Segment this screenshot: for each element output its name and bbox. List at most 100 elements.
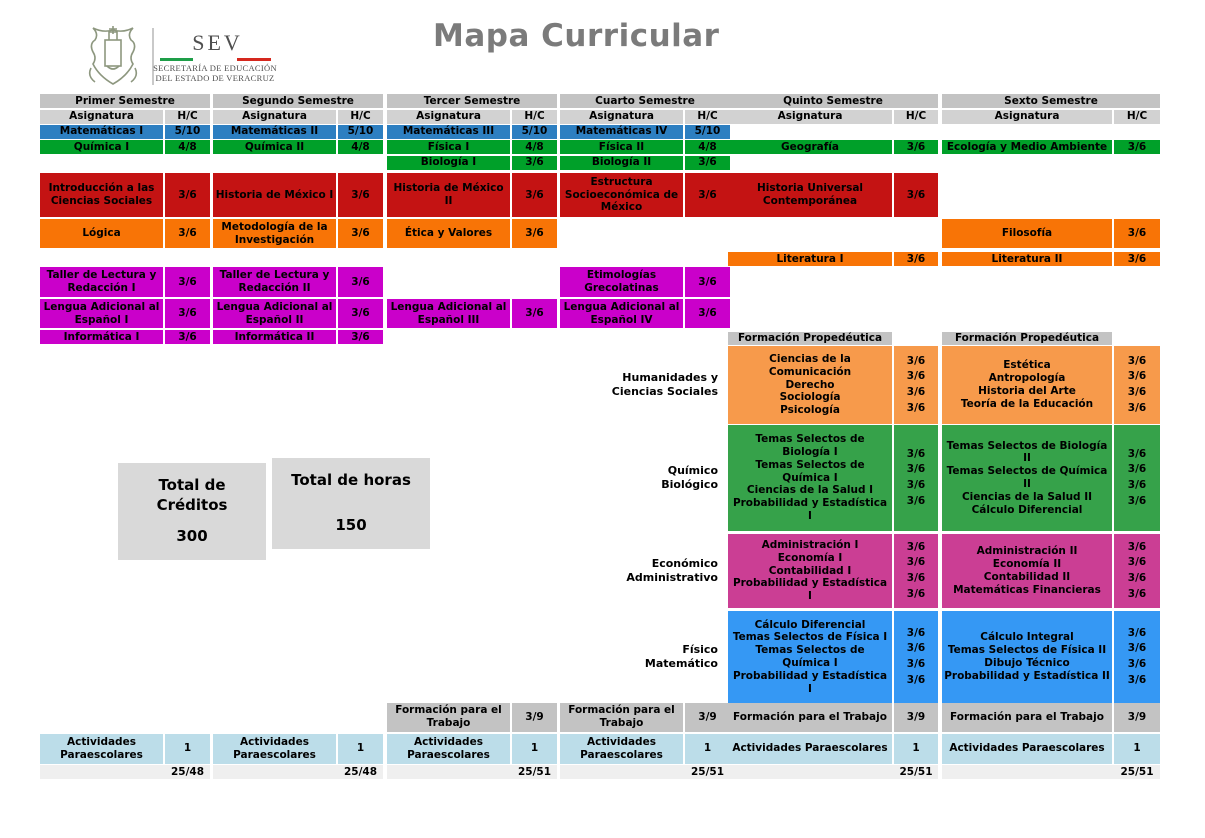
hours-cell-para-s6: 1 (1114, 733, 1160, 764)
subject-cell-math-s4: Matemáticas IV (560, 124, 683, 139)
hours-cell-philo-s6: 3/6 (1114, 219, 1160, 248)
column-header-hours-s1: H/C (165, 109, 210, 124)
subject-cell-prop1-s6: Estética Antropología Historia del Arte … (942, 346, 1112, 424)
semester-header-s3: Tercer Semestre (387, 94, 557, 108)
hours-cell-prop4-s6: 3/6 3/6 3/6 3/6 (1114, 611, 1160, 703)
subject-cell-social-s2: Historia de México I (213, 173, 336, 217)
column-header-hours-s3: H/C (512, 109, 557, 124)
subject-cell-para-s6: Actividades Paraescolares (942, 733, 1112, 764)
hours-cell-trabajo-s4: 3/9 (685, 702, 730, 732)
hours-cell-social-s5: 3/6 (894, 173, 938, 217)
subject-cell-trabajo-s3: Formación para el Trabajo (387, 702, 510, 732)
total-bar-s3 (387, 765, 557, 779)
subject-cell-sci1-s1: Química I (40, 140, 163, 154)
hours-cell-info-s2: 3/6 (338, 330, 383, 344)
subject-cell-prop2-s5: Temas Selectos de Biología I Temas Selec… (728, 425, 892, 531)
subject-cell-lengua-s3: Lengua Adicional al Español III (387, 299, 510, 328)
hours-cell-para-s1: 1 (165, 733, 210, 764)
subject-cell-taller-s1: Taller de Lectura y Redacción I (40, 267, 163, 297)
hours-cell-sci1-s6: 3/6 (1114, 140, 1160, 154)
hours-cell-trabajo-s6: 3/9 (1114, 702, 1160, 732)
hours-cell-para-s4: 1 (685, 733, 730, 764)
column-header-subject-s3: Asignatura (387, 109, 510, 124)
subject-cell-math-s2: Matemáticas II (213, 124, 336, 139)
subject-cell-trabajo-s4: Formación para el Trabajo (560, 702, 683, 732)
total-bar-s4 (560, 765, 730, 779)
semester-header-s6: Sexto Semestre (942, 94, 1160, 108)
subject-cell-taller-s4: Etimologías Grecolatinas (560, 267, 683, 297)
subject-cell-sci1-s3: Física I (387, 140, 510, 154)
subject-cell-para-s1: Actividades Paraescolares (40, 733, 163, 764)
semester-header-s2: Segundo Semestre (213, 94, 383, 108)
total-value-s5: 25/51 (899, 765, 933, 778)
hours-cell-sci1-s3: 4/8 (512, 140, 557, 154)
total-bar-s2 (213, 765, 383, 779)
hours-cell-math-s3: 5/10 (512, 124, 557, 139)
semester-header-s5: Quinto Semestre (728, 94, 938, 108)
column-header-hours-s5: H/C (894, 109, 938, 124)
hours-cell-trabajo-s3: 3/9 (512, 702, 557, 732)
veracruz-crest-icon (88, 26, 138, 85)
hours-cell-sci1-s4: 4/8 (685, 140, 730, 154)
subject-cell-taller-s2: Taller de Lectura y Redacción II (213, 267, 336, 297)
subject-cell-social-s1: Introducción a las Ciencias Sociales (40, 173, 163, 217)
subject-cell-propHeader-s5: Formación Propedéutica (728, 332, 892, 345)
hours-cell-prop1-s5: 3/6 3/6 3/6 3/6 (894, 346, 938, 424)
flag-red-line (237, 58, 271, 61)
hours-cell-taller-s2: 3/6 (338, 267, 383, 297)
hours-cell-lengua-s2: 3/6 (338, 299, 383, 328)
hours-cell-social-s2: 3/6 (338, 173, 383, 217)
total-value-s2: 25/48 (343, 765, 378, 778)
semester-header-s4: Cuarto Semestre (560, 94, 730, 108)
subject-cell-math-s1: Matemáticas I (40, 124, 163, 139)
sev-acronym: SEV (192, 30, 243, 55)
subject-cell-philo-s1: Lógica (40, 219, 163, 248)
subject-cell-para-s2: Actividades Paraescolares (213, 733, 336, 764)
subject-cell-philo-s2: Metodología de la Investigación (213, 219, 336, 248)
total-credits-value: 300 (176, 526, 208, 545)
flag-green-line (160, 58, 193, 61)
secretariat-line1: SECRETARÍA DE EDUCACIÓN (153, 63, 277, 73)
hours-cell-philo-s1: 3/6 (165, 219, 210, 248)
hours-cell-social-s1: 3/6 (165, 173, 210, 217)
hours-cell-sci1-s1: 4/8 (165, 140, 210, 154)
prop-group-label-1: Humanidades y Ciencias Sociales (611, 370, 718, 398)
column-header-hours-s4: H/C (685, 109, 730, 124)
subject-cell-para-s4: Actividades Paraescolares (560, 733, 683, 764)
hours-cell-lengua-s3: 3/6 (512, 299, 557, 328)
column-header-subject-s2: Asignatura (213, 109, 336, 124)
prop-group-label-3: Económico Administrativo (626, 556, 718, 584)
column-header-subject-s6: Asignatura (942, 109, 1112, 124)
subject-cell-social-s5: Historia Universal Contemporánea (728, 173, 892, 217)
total-value-s4: 25/51 (690, 765, 725, 778)
subject-cell-lengua-s2: Lengua Adicional al Español II (213, 299, 336, 328)
prop-group-label-4: Físico Matemático (644, 642, 718, 670)
hours-cell-math-s1: 5/10 (165, 124, 210, 139)
logo-divider (152, 28, 154, 85)
subject-cell-philo-s6: Filosofía (942, 219, 1112, 248)
total-bar-s5 (728, 765, 938, 779)
subject-cell-philo-s3: Ética y Valores (387, 219, 510, 248)
total-value-s6: 25/51 (1120, 765, 1154, 778)
semester-header-s1: Primer Semestre (40, 94, 210, 108)
hours-cell-prop2-s6: 3/6 3/6 3/6 3/6 (1114, 425, 1160, 531)
subject-cell-math-s3: Matemáticas III (387, 124, 510, 139)
subject-cell-lengua-s4: Lengua Adicional al Español IV (560, 299, 683, 328)
hours-cell-lit-s5: 3/6 (894, 252, 938, 266)
total-bar-s6 (942, 765, 1160, 779)
subject-cell-sci1-s2: Química II (213, 140, 336, 154)
subject-cell-sci2-s4: Biología II (560, 155, 683, 170)
hours-cell-math-s4: 5/10 (685, 124, 730, 139)
hours-cell-sci1-s5: 3/6 (894, 140, 938, 154)
subject-cell-prop1-s5: Ciencias de la Comunicación Derecho Soci… (728, 346, 892, 424)
hours-cell-info-s1: 3/6 (165, 330, 210, 344)
subject-cell-info-s2: Informática II (213, 330, 336, 344)
hours-cell-prop4-s5: 3/6 3/6 3/6 3/6 (894, 611, 938, 703)
hours-cell-social-s4: 3/6 (685, 173, 730, 217)
total-credits-label: Total de Créditos (156, 476, 228, 515)
subject-cell-prop2-s6: Temas Selectos de Biología II Temas Sele… (942, 425, 1112, 531)
hours-cell-prop3-s5: 3/6 3/6 3/6 3/6 (894, 534, 938, 608)
hours-cell-sci2-s3: 3/6 (512, 155, 557, 170)
hours-cell-para-s2: 1 (338, 733, 383, 764)
